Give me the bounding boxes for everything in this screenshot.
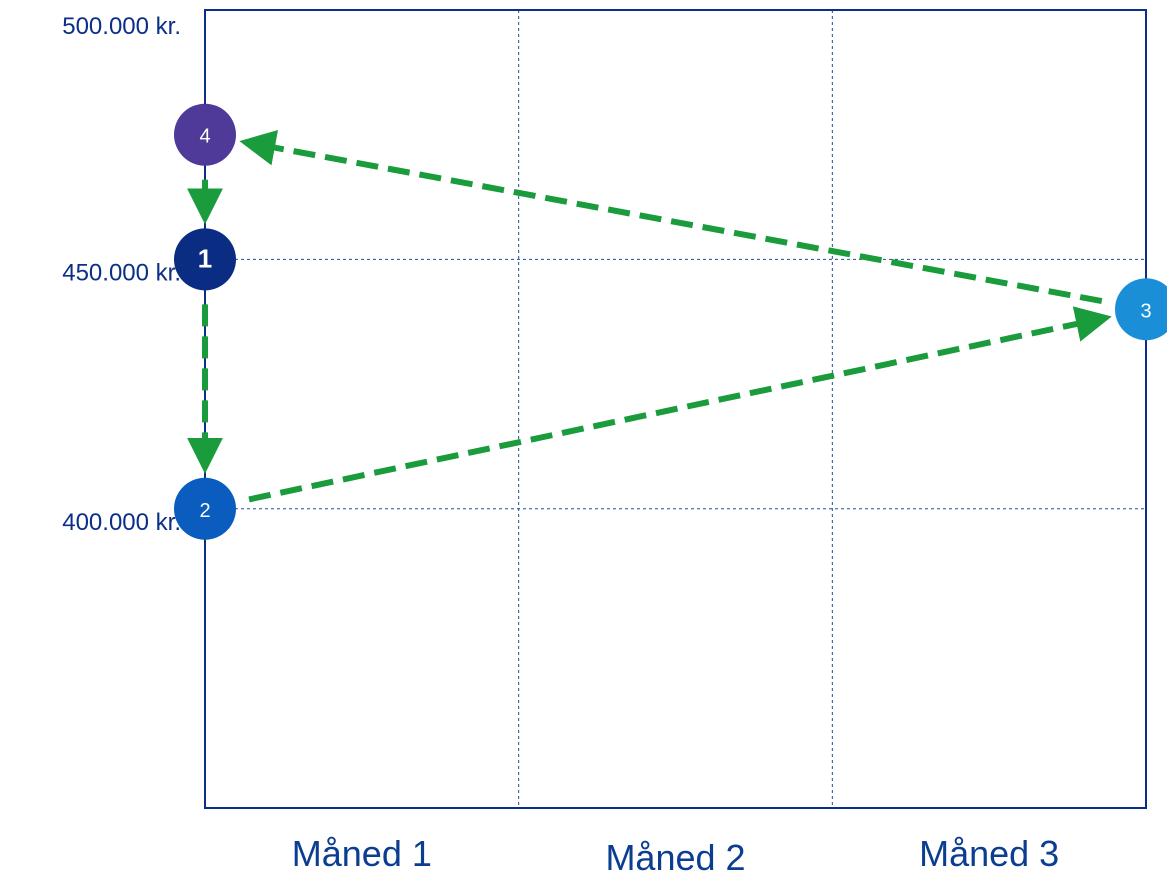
point-label: 4 [199, 126, 210, 148]
x-category-labels: Måned 1 Måned 2 Måned 3 [292, 833, 1059, 877]
point-circle [1115, 278, 1167, 341]
point-circle [174, 103, 236, 166]
point-label: 3 [1140, 300, 1151, 322]
y-tick-labels: 500.000 kr. 450.000 kr. 400.000 kr. [62, 13, 181, 536]
flow-arrow [248, 306, 1112, 503]
point-label: 1 [198, 243, 212, 273]
x-category-label: Måned 3 [919, 833, 1059, 874]
y-tick-label: 450.000 kr. [62, 259, 181, 286]
point-marker-1: 1 [174, 228, 236, 291]
point-label: 2 [199, 500, 210, 522]
x-category-label: Måned 1 [292, 833, 432, 874]
flow-arrow [239, 129, 1103, 304]
point-marker-3: 3 [1115, 278, 1167, 341]
point-markers: 1 2 3 4 [174, 103, 1167, 540]
point-circle [174, 477, 236, 540]
point-marker-4: 4 [174, 103, 236, 166]
x-category-label: Måned 2 [605, 837, 745, 877]
point-circle [174, 228, 236, 291]
y-tick-label: 400.000 kr. [62, 509, 181, 536]
y-tick-label: 500.000 kr. [62, 13, 181, 40]
grid-layer [205, 10, 1146, 808]
flow-arrows [187, 129, 1112, 503]
point-marker-2: 2 [174, 477, 236, 540]
